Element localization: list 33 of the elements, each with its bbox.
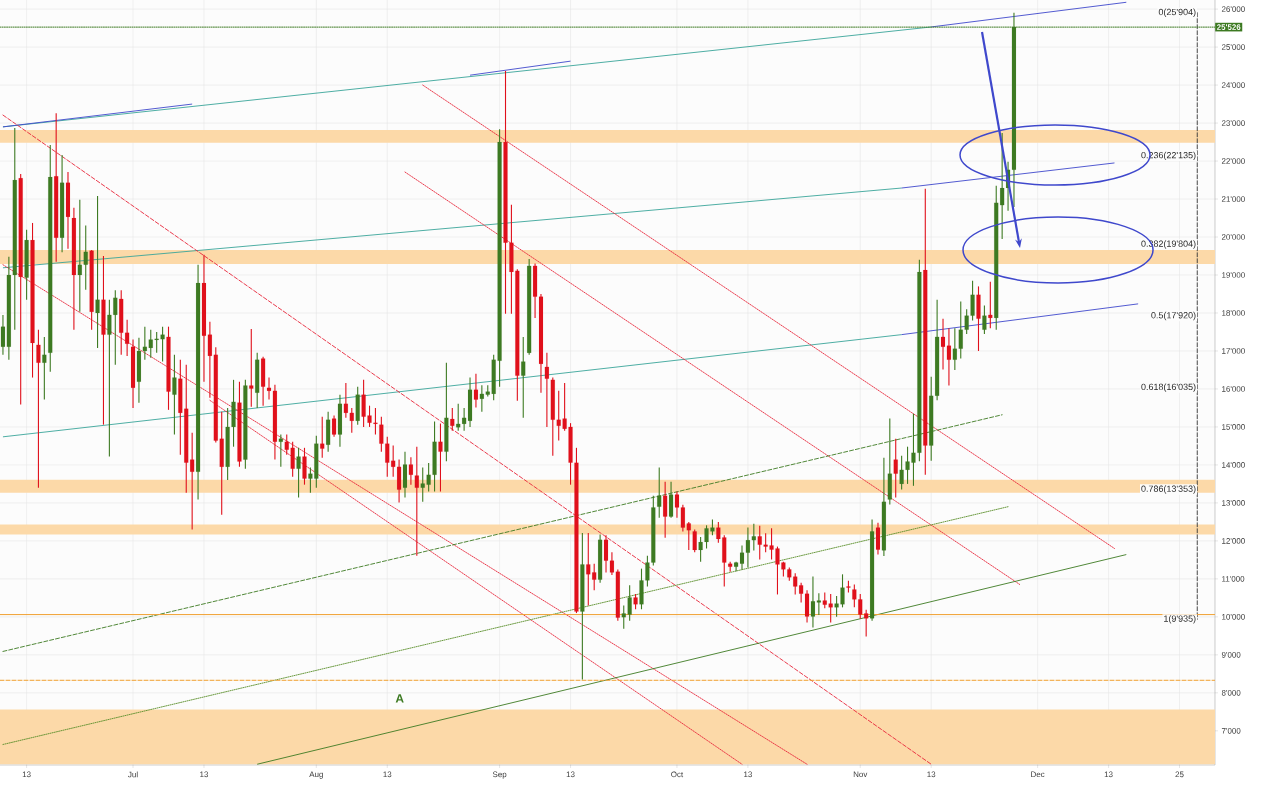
- candlestick: [408, 456, 413, 486]
- candlestick: [331, 414, 337, 438]
- annotation: 1(9'935): [1164, 615, 1196, 624]
- candlestick: [988, 281, 993, 329]
- candlestick: [296, 447, 301, 499]
- annotation: 0(25'904): [1158, 8, 1196, 17]
- candlestick: [976, 285, 981, 352]
- candlestick: [414, 446, 419, 557]
- annotation: 0.5(17'920): [1151, 311, 1196, 321]
- candlestick: [893, 438, 898, 499]
- candlestick: [36, 329, 41, 489]
- candlestick: [95, 195, 100, 349]
- candlestick: [249, 328, 254, 408]
- candlestick: [42, 336, 47, 401]
- candlestick: [521, 336, 526, 419]
- annotation: A: [395, 694, 404, 703]
- candlestick: [450, 407, 455, 432]
- candlestick: [302, 447, 307, 486]
- candlestick: [278, 433, 283, 468]
- candlestick: [473, 373, 478, 409]
- candlestick: [438, 422, 443, 493]
- candlestick: [172, 354, 177, 436]
- candlestick: [663, 481, 668, 539]
- candlestick: [668, 481, 674, 519]
- candlestick: [875, 522, 881, 556]
- candlestick: [402, 451, 408, 499]
- annotation: 0.786(13'353): [1141, 485, 1196, 494]
- candlestick: [657, 467, 662, 519]
- candlestick: [544, 352, 549, 428]
- candlestick: [692, 528, 697, 553]
- candlestick: [320, 416, 325, 459]
- annotation: 0.618(16'035): [1141, 383, 1196, 392]
- candlestick: [982, 304, 987, 335]
